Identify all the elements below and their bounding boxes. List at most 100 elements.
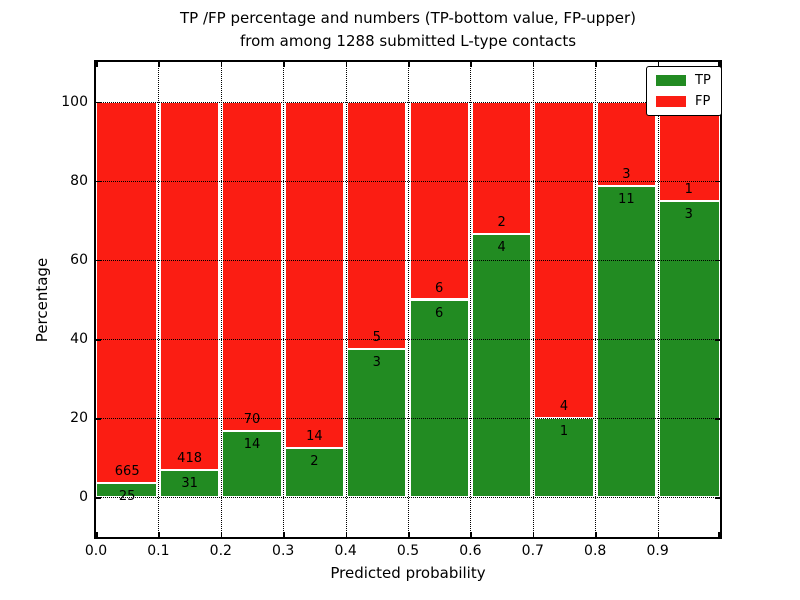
fp-bar-segment	[409, 101, 469, 300]
y-tick-label: 0	[79, 489, 88, 506]
vertical-gridline	[595, 62, 597, 537]
x-tick-mark	[532, 532, 535, 537]
legend-item: TP	[656, 74, 711, 87]
legend-label: FP	[695, 94, 711, 109]
fp-count-label: 2	[497, 214, 506, 230]
tp-bar-segment	[596, 186, 656, 498]
fp-count-label: 1	[684, 181, 693, 197]
x-tick-label: 0.5	[396, 543, 420, 559]
tp-count-label: 1	[559, 424, 569, 440]
fp-count-label: 14	[306, 428, 323, 444]
x-tick-mark	[96, 62, 98, 67]
x-tick-mark	[595, 532, 597, 537]
y-tick-mark	[96, 259, 101, 262]
vertical-gridline	[470, 62, 472, 537]
fp-count-label: 418	[177, 451, 203, 467]
tp-bar-segment	[472, 233, 532, 498]
x-tick-mark	[718, 62, 720, 67]
horizontal-gridline	[96, 180, 720, 182]
fp-bar-segment	[596, 101, 656, 187]
tp-count-label: 2	[310, 453, 319, 469]
y-tick-mark	[715, 180, 720, 183]
x-tick-mark	[718, 532, 720, 537]
y-tick-mark	[96, 418, 101, 420]
x-tick-label: 0.8	[584, 543, 607, 559]
vertical-gridline	[345, 62, 347, 537]
legend-label: TP	[695, 73, 711, 88]
y-tick-mark	[96, 497, 101, 499]
y-tick-label: 40	[70, 331, 88, 348]
x-tick-mark	[345, 532, 348, 537]
x-tick-mark	[470, 532, 472, 537]
x-tick-label: 0.3	[272, 543, 295, 559]
x-tick-label: 0.4	[334, 543, 357, 559]
y-tick-label: 100	[61, 93, 88, 110]
fp-bar-segment	[96, 101, 157, 484]
vertical-gridline	[283, 62, 285, 537]
y-tick-mark	[715, 259, 720, 262]
x-tick-mark	[408, 532, 410, 537]
plot-area: 665 25 418 31 70 14 14 2 5 3 6 6 2 4 4 1 3 11 1 3	[96, 62, 720, 537]
tp-count-label: 3	[372, 354, 381, 370]
tp-bar-segment	[96, 483, 157, 498]
x-tick-label: 0.9	[646, 543, 669, 559]
horizontal-gridline	[96, 339, 720, 341]
x-tick-label: 0.6	[459, 543, 482, 559]
horizontal-gridline	[96, 259, 720, 261]
tp-count-label: 6	[435, 305, 444, 321]
legend: TP FP	[646, 66, 722, 116]
tp-bar-segment	[222, 431, 282, 498]
y-tick-mark	[96, 180, 101, 183]
y-axis-label: Percentage	[33, 257, 51, 343]
vertical-gridline	[532, 62, 534, 537]
tp-legend-swatch	[656, 75, 686, 86]
y-tick-mark	[96, 339, 101, 341]
x-tick-mark	[408, 62, 410, 67]
tp-count-label: 14	[243, 437, 261, 453]
x-tick-mark	[158, 532, 160, 537]
fp-count-label: 4	[559, 399, 569, 415]
x-tick-label: 0.2	[209, 543, 232, 559]
tp-bar-segment	[409, 299, 469, 498]
x-axis-label: Predicted probability	[330, 564, 486, 582]
x-tick-label: 0.1	[147, 543, 170, 559]
x-tick-mark	[595, 62, 597, 67]
fp-count-label: 665	[114, 464, 140, 480]
fp-count-label: 6	[435, 280, 444, 296]
y-tick-mark	[715, 418, 720, 420]
tp-count-label: 25	[118, 489, 136, 505]
x-tick-mark	[220, 532, 223, 537]
y-tick-label: 20	[70, 410, 88, 427]
legend-item: FP	[656, 95, 711, 108]
tp-bar-segment	[534, 418, 594, 498]
vertical-gridline	[657, 62, 659, 537]
x-tick-label: 0.7	[521, 543, 544, 559]
y-tick-label: 60	[70, 251, 88, 268]
tp-count-label: 31	[181, 476, 198, 492]
x-tick-mark	[657, 532, 660, 537]
x-tick-mark	[470, 62, 472, 67]
tp-count-label: 3	[684, 206, 693, 222]
x-tick-mark	[220, 62, 223, 67]
x-tick-mark	[532, 62, 535, 67]
tp-bar-segment	[160, 470, 220, 498]
fp-bar-segment	[160, 101, 220, 471]
x-tick-mark	[283, 532, 285, 537]
chart-title-line2: from among 1288 submitted L-type contact…	[239, 32, 577, 50]
y-tick-mark	[96, 101, 101, 104]
fp-count-label: 3	[622, 167, 631, 183]
y-tick-label: 80	[70, 172, 88, 189]
vertical-gridline	[220, 62, 222, 537]
fp-bar-segment	[347, 101, 407, 349]
x-tick-mark	[345, 62, 348, 67]
fp-count-label: 5	[372, 329, 381, 345]
vertical-gridline	[158, 62, 160, 537]
tp-bar-segment	[659, 200, 720, 498]
x-tick-mark	[158, 62, 160, 67]
tp-count-label: 11	[618, 192, 635, 208]
x-tick-mark	[283, 62, 285, 67]
fp-legend-swatch	[656, 96, 686, 107]
fp-count-label: 70	[243, 412, 261, 428]
y-tick-mark	[715, 497, 720, 499]
